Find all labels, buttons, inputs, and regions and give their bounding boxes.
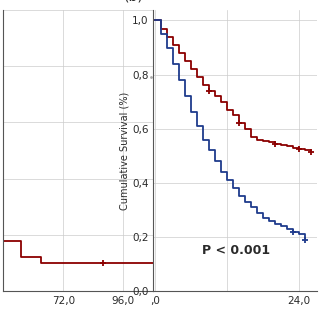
- Text: (b): (b): [124, 0, 144, 4]
- Text: P < 0.001: P < 0.001: [203, 244, 271, 257]
- Y-axis label: Cumulative Survival (%): Cumulative Survival (%): [119, 91, 129, 210]
